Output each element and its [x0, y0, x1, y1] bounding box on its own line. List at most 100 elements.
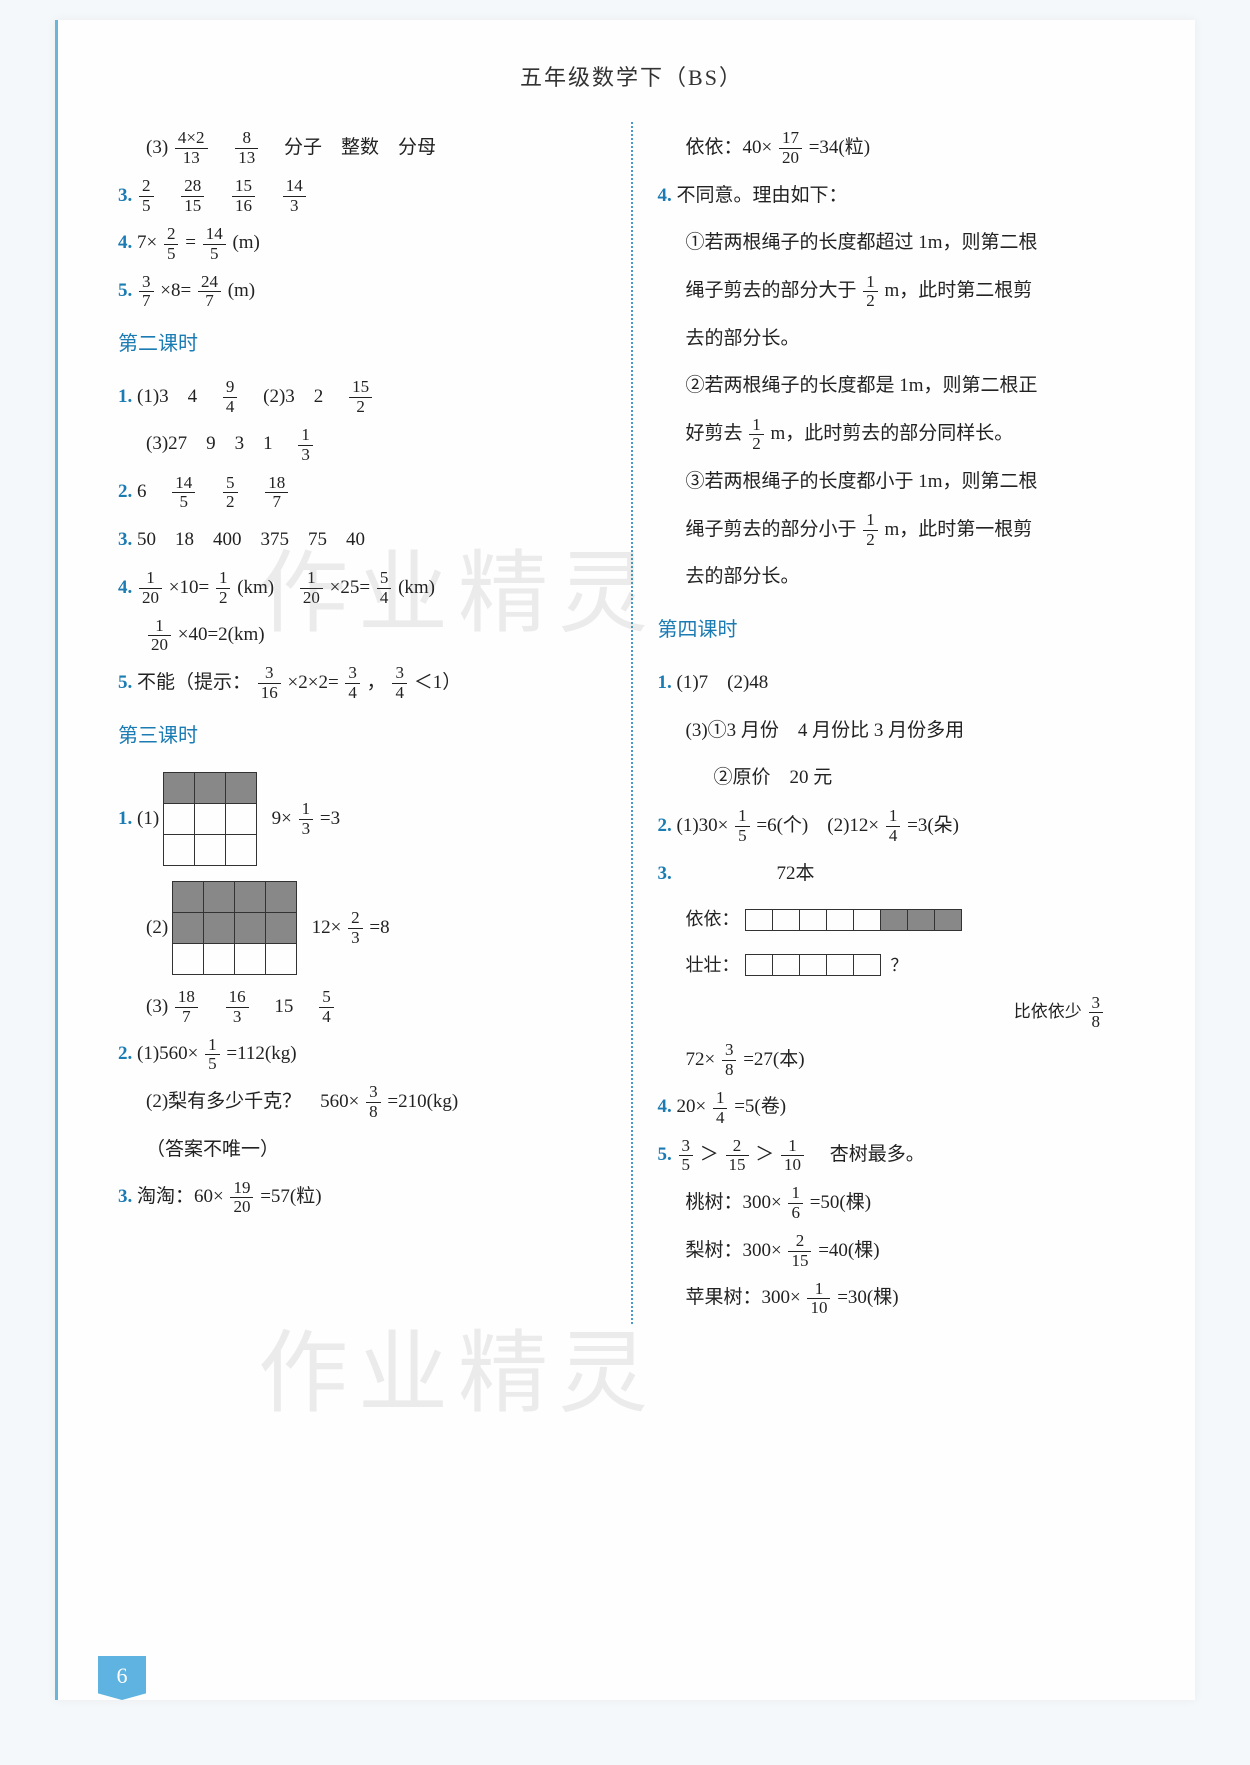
fraction: 2815 — [181, 177, 204, 215]
txt: 分子 整数 分母 — [265, 137, 436, 158]
fraction: 23 — [348, 909, 363, 947]
fraction: 1920 — [230, 1179, 253, 1217]
fraction: 12 — [863, 511, 878, 549]
s2q1-3: (3)27 9 3 1 13 — [118, 422, 606, 466]
fraction: 215 — [726, 1137, 749, 1175]
txt: 7× — [137, 232, 157, 253]
txt: =112(kg) — [226, 1043, 296, 1064]
s4q4: 4. 20× 14 =5(卷) — [658, 1085, 1146, 1129]
apple: 苹果树：300× 110 =30(棵) — [658, 1276, 1146, 1320]
bar-zz: 壮壮： ？ — [658, 945, 1146, 986]
txt: =57(粒) — [260, 1186, 321, 1207]
fraction: 143 — [283, 177, 306, 215]
s2q3: 3. 50 18 400 375 75 40 — [118, 518, 606, 562]
fraction: 316 — [258, 664, 281, 702]
s2q2: 2. 6 145 52 187 — [118, 470, 606, 514]
txt: 比依依少 — [1014, 1002, 1082, 1021]
s3q1-1: 1. (1) 9× 13 =3 — [118, 767, 606, 872]
rq4p1a: ①若两根绳子的长度都超过 1m，则第二根 — [658, 221, 1146, 265]
txt: 72× — [686, 1049, 716, 1070]
qnum: 5. — [118, 280, 132, 301]
txt: 依依：40× — [686, 137, 773, 158]
qnum: 2. — [658, 815, 672, 836]
fraction: 813 — [235, 129, 258, 167]
txt: =34(粒) — [809, 137, 870, 158]
section-4-title: 第四课时 — [658, 607, 1146, 653]
txt: m，此时剪去的部分同样长。 — [771, 423, 1014, 444]
qnum: 4. — [118, 232, 132, 253]
txt: ×10= — [169, 577, 209, 598]
txt: ＜1） — [414, 672, 462, 693]
fraction: 215 — [788, 1232, 811, 1270]
fraction: 163 — [226, 988, 249, 1026]
qnum: 4. — [118, 577, 132, 598]
fraction: 12 — [863, 273, 878, 311]
txt: ×2×2= — [288, 672, 339, 693]
qnum: 1. — [118, 386, 132, 407]
section-3-title: 第三课时 — [118, 713, 606, 759]
rq4p1c: 去的部分长。 — [658, 317, 1146, 361]
fraction: 120 — [300, 569, 323, 607]
txt: (2)梨有多少千克？ 560× — [146, 1091, 359, 1112]
txt: 梨树：300× — [686, 1240, 782, 1261]
fraction: 38 — [366, 1083, 381, 1121]
qnum: 2. — [118, 1043, 132, 1064]
s4q1-3b: ②原价 20 元 — [658, 756, 1146, 800]
fraction: 145 — [203, 225, 226, 263]
page-number: 6 — [98, 1656, 146, 1700]
txt: =3(朵) — [907, 815, 959, 836]
fraction: 16 — [788, 1184, 803, 1222]
txt: (1)3 4 — [137, 386, 216, 407]
txt: 15 — [255, 996, 312, 1017]
qnum: 5. — [658, 1144, 672, 1165]
qnum: 2. — [118, 481, 132, 502]
page-header: 五年级数学下（BS） — [118, 60, 1145, 92]
txt: (3) — [146, 996, 168, 1017]
txt: =6(个) (2)12× — [756, 815, 879, 836]
bar-yy: 依依： — [658, 899, 1146, 940]
q5: 5. 37 ×8= 247 (m) — [118, 269, 606, 313]
txt: (2)3 2 — [244, 386, 342, 407]
r1: 依依：40× 1720 =34(粒) — [658, 126, 1146, 170]
txt: 6 — [137, 481, 166, 502]
txt: (2) — [146, 916, 168, 937]
q3: 3. 25 2815 1516 143 — [118, 174, 606, 218]
txt: (m) — [228, 280, 255, 301]
txt: ， — [367, 672, 386, 693]
txt: ＞ — [700, 1144, 719, 1165]
grid-1 — [164, 773, 257, 866]
s2q4: 4. 120 ×10= 12 (km) 120 ×25= 54 (km) — [118, 566, 606, 610]
txt: 绳子剪去的部分大于 — [686, 280, 857, 301]
fraction: 25 — [139, 177, 154, 215]
qnum: 3. — [118, 529, 132, 550]
txt: 不能（提示： — [137, 672, 251, 693]
rq4p2b: 好剪去 12 m，此时剪去的部分同样长。 — [658, 412, 1146, 456]
txt: 壮壮： — [686, 945, 746, 986]
txt: 12× — [312, 916, 342, 937]
fraction: 54 — [377, 569, 392, 607]
txt: (1)30× — [677, 815, 729, 836]
txt: (km) — [398, 577, 435, 598]
fraction: 34 — [345, 664, 360, 702]
txt: 72本 — [777, 863, 815, 884]
s3q2-note: （答案不唯一） — [118, 1128, 606, 1172]
txt: ＞ — [755, 1144, 774, 1165]
grid-2 — [173, 882, 297, 975]
txt: =27(本) — [743, 1049, 804, 1070]
txt: = — [185, 232, 196, 253]
fraction: 120 — [139, 569, 162, 607]
fraction: 120 — [148, 617, 171, 655]
txt: (1)7 (2)48 — [677, 672, 769, 693]
s3q1-2: (2) 12× 23 =8 — [118, 876, 606, 981]
txt: =30(棵) — [837, 1287, 898, 1308]
left-line-1: (3) 4×213 813 分子 整数 分母 — [118, 126, 606, 170]
txt: 依依： — [686, 899, 746, 940]
fraction: 14 — [713, 1089, 728, 1127]
txt: =210(kg) — [387, 1091, 458, 1112]
s3q2-1: 2. (1)560× 15 =112(kg) — [118, 1032, 606, 1076]
fraction: 15 — [735, 807, 750, 845]
fraction: 37 — [139, 273, 154, 311]
txt: 淘淘：60× — [137, 1186, 224, 1207]
txt: 绳子剪去的部分小于 — [686, 519, 857, 540]
content-columns: (3) 4×213 813 分子 整数 分母 3. 25 2815 1516 1… — [118, 122, 1145, 1324]
